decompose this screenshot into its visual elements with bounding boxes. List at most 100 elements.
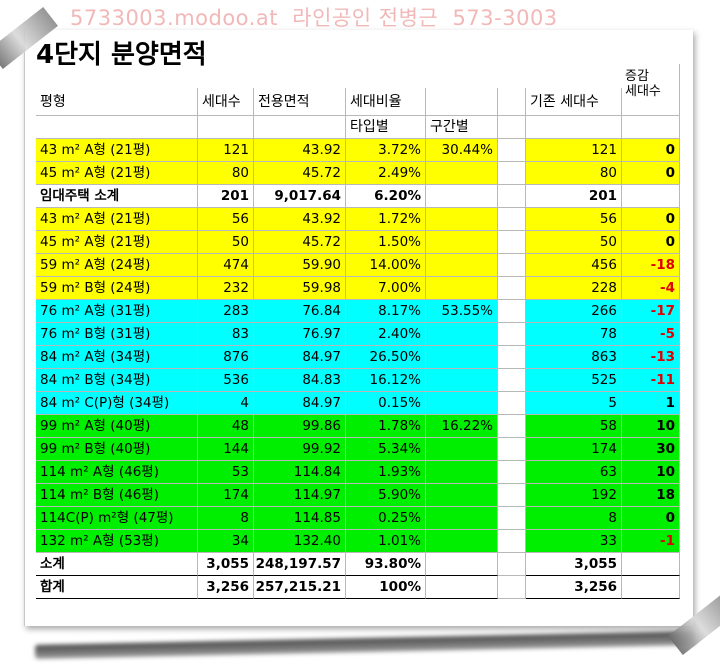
- cell-change: [622, 185, 680, 208]
- cell-households: 201: [198, 185, 254, 208]
- cell-area: 99.86: [254, 415, 346, 438]
- cell-area: 84.83: [254, 369, 346, 392]
- cell-households: 174: [198, 484, 254, 507]
- cell-type: 132 m² A형 (53평): [36, 530, 198, 553]
- cell-area: 43.92: [254, 139, 346, 162]
- cell-ratio: 8.17%: [346, 300, 426, 323]
- cell-section: [426, 461, 498, 484]
- cell-gap: [498, 254, 526, 277]
- cell-area: 43.92: [254, 208, 346, 231]
- cell-type: 59 m² B형 (24평): [36, 277, 198, 300]
- cell-section: [426, 530, 498, 553]
- cell-households: 474: [198, 254, 254, 277]
- cell-type: 합계: [36, 576, 198, 599]
- cell-households: 80: [198, 162, 254, 185]
- subheader-blank-area: [254, 116, 346, 139]
- cell-change: -18: [622, 254, 680, 277]
- cell-gap: [498, 346, 526, 369]
- header-change-line1: 증감: [625, 69, 649, 84]
- cell-households: 121: [198, 139, 254, 162]
- cell-section: 30.44%: [426, 139, 498, 162]
- cell-households: 3,256: [198, 576, 254, 599]
- cell-ratio: 1.93%: [346, 461, 426, 484]
- header-change-line2: 세대수: [625, 84, 661, 99]
- cell-ratio: 26.50%: [346, 346, 426, 369]
- cell-area: 114.84: [254, 461, 346, 484]
- cell-change: 30: [622, 438, 680, 461]
- header-type: 평형: [36, 88, 198, 116]
- cell-section: [426, 208, 498, 231]
- paper-shadow: [34, 631, 696, 659]
- cell-type: 84 m² C(P)형 (34평): [36, 392, 198, 415]
- cell-existing: 228: [526, 277, 622, 300]
- cell-section: 16.22%: [426, 415, 498, 438]
- cell-section: [426, 369, 498, 392]
- cell-section: [426, 392, 498, 415]
- cell-section: [426, 346, 498, 369]
- cell-section: [426, 162, 498, 185]
- cell-households: 3,055: [198, 553, 254, 576]
- cell-gap: [498, 392, 526, 415]
- cell-section: [426, 185, 498, 208]
- cell-existing: 56: [526, 208, 622, 231]
- cell-section: [426, 438, 498, 461]
- subheader-blank-change: [622, 116, 680, 139]
- cell-gap: [498, 323, 526, 346]
- cell-ratio: 5.90%: [346, 484, 426, 507]
- cell-ratio: 2.40%: [346, 323, 426, 346]
- cell-ratio: 1.50%: [346, 231, 426, 254]
- cell-change: 10: [622, 415, 680, 438]
- header-blank-1: [426, 88, 498, 116]
- cell-area: 248,197.57: [254, 553, 346, 576]
- cell-households: 232: [198, 277, 254, 300]
- cell-existing: 8: [526, 507, 622, 530]
- cell-change: 0: [622, 231, 680, 254]
- header-exclusive-area: 전용면적: [254, 88, 346, 116]
- subheader-by-section: 구간별: [426, 116, 498, 139]
- subheader-blank-existing: [526, 116, 622, 139]
- cell-area: 114.97: [254, 484, 346, 507]
- header-gap-1: [498, 88, 526, 116]
- cell-existing: 50: [526, 231, 622, 254]
- cell-change: [622, 576, 680, 599]
- cell-area: 84.97: [254, 392, 346, 415]
- cell-gap: [498, 507, 526, 530]
- cell-existing: 525: [526, 369, 622, 392]
- cell-gap: [498, 139, 526, 162]
- cell-existing: 63: [526, 461, 622, 484]
- cell-change: 0: [622, 139, 680, 162]
- cell-change: -17: [622, 300, 680, 323]
- cell-section: [426, 254, 498, 277]
- cell-change: 1: [622, 392, 680, 415]
- cell-area: 45.72: [254, 231, 346, 254]
- cell-ratio: 3.72%: [346, 139, 426, 162]
- cell-households: 50: [198, 231, 254, 254]
- cell-gap: [498, 438, 526, 461]
- cell-section: [426, 231, 498, 254]
- header-household-ratio: 세대비율: [346, 88, 426, 116]
- cell-ratio: 1.72%: [346, 208, 426, 231]
- cell-area: 84.97: [254, 346, 346, 369]
- cell-existing: 33: [526, 530, 622, 553]
- cell-change: -1: [622, 530, 680, 553]
- cell-ratio: 2.49%: [346, 162, 426, 185]
- cell-households: 283: [198, 300, 254, 323]
- cell-ratio: 100%: [346, 576, 426, 599]
- cell-households: 876: [198, 346, 254, 369]
- cell-area: 59.98: [254, 277, 346, 300]
- header-existing-households: 기존 세대수: [526, 88, 622, 116]
- cell-type: 43 m² A형 (21평): [36, 139, 198, 162]
- cell-change: -11: [622, 369, 680, 392]
- cell-households: 48: [198, 415, 254, 438]
- watermark-text: 5733003.modoo.at 라인공인 전병근 573-3003: [70, 6, 558, 30]
- cell-change: [622, 553, 680, 576]
- cell-type: 99 m² B형 (40평): [36, 438, 198, 461]
- cell-households: 56: [198, 208, 254, 231]
- cell-gap: [498, 277, 526, 300]
- cell-section: [426, 553, 498, 576]
- cell-existing: 5: [526, 392, 622, 415]
- cell-households: 53: [198, 461, 254, 484]
- cell-section: 53.55%: [426, 300, 498, 323]
- cell-existing: 3,256: [526, 576, 622, 599]
- cell-type: 45 m² A형 (21평): [36, 162, 198, 185]
